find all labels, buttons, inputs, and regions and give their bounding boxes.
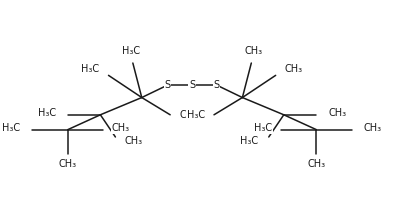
Text: S: S (164, 80, 171, 90)
Text: S: S (189, 80, 195, 90)
Text: CH₃: CH₃ (124, 136, 143, 146)
Text: CH₃: CH₃ (112, 123, 130, 133)
Text: CH₃: CH₃ (179, 110, 198, 120)
Text: CH₃: CH₃ (364, 123, 382, 133)
Text: H₃C: H₃C (38, 108, 56, 118)
Text: CH₃: CH₃ (244, 46, 262, 56)
Text: CH₃: CH₃ (328, 108, 347, 118)
Text: H₃C: H₃C (2, 123, 20, 133)
Text: CH₃: CH₃ (59, 159, 77, 169)
Text: H₃C: H₃C (122, 46, 140, 56)
Text: H₃C: H₃C (254, 123, 273, 133)
Text: S: S (214, 80, 220, 90)
Text: CH₃: CH₃ (285, 64, 303, 74)
Text: CH₃: CH₃ (307, 159, 325, 169)
Text: H₃C: H₃C (187, 110, 205, 120)
Text: H₃C: H₃C (81, 64, 99, 74)
Text: H₃C: H₃C (240, 136, 259, 146)
